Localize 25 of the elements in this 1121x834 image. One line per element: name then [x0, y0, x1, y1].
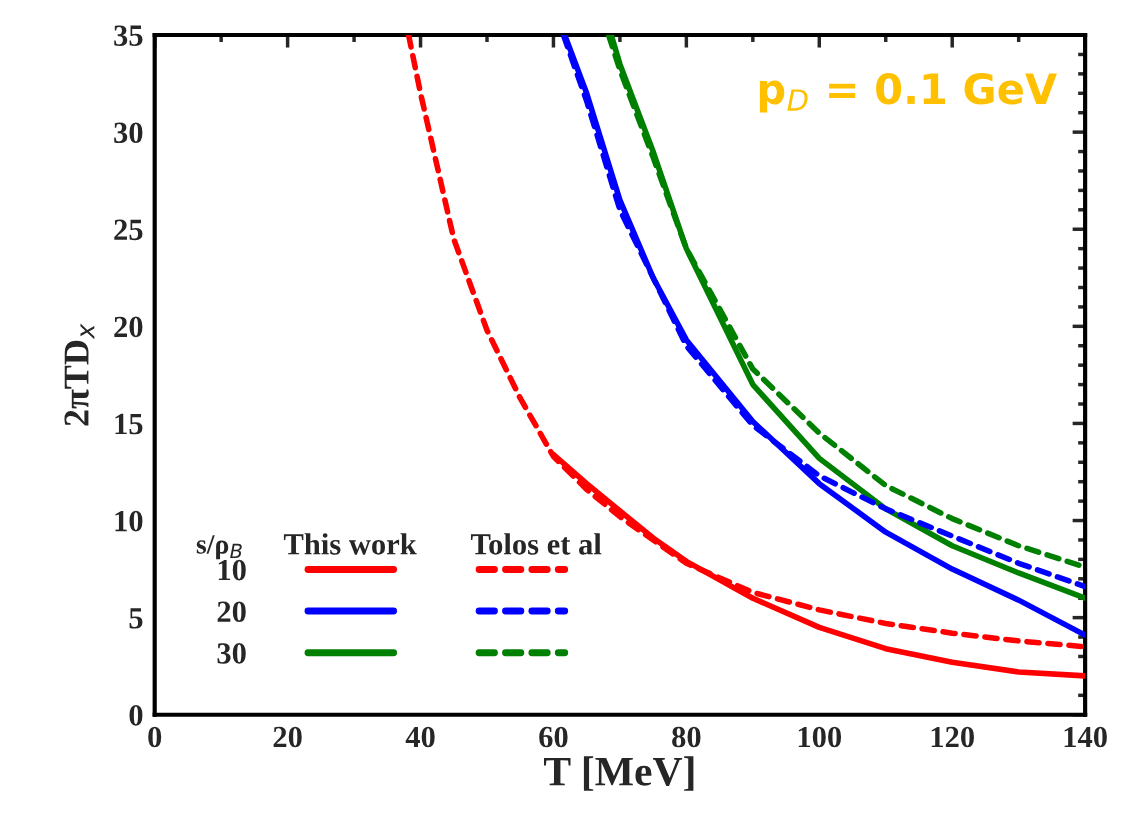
- legend-label: 30: [217, 643, 246, 664]
- y-tick-label: 30: [114, 122, 143, 144]
- x-tick-label: 80: [672, 726, 701, 748]
- y-tick-label: 10: [115, 510, 143, 532]
- y-tick-label: 15: [115, 413, 143, 435]
- x-tick-label: 140: [1064, 726, 1107, 748]
- y-tick-label: 0: [129, 705, 143, 726]
- annotation: This work: [283, 533, 417, 555]
- x-tick-label: 40: [405, 726, 435, 748]
- y-tick-label: 25: [114, 219, 143, 241]
- annotation: p$_{D}$ = 0.1 GeV: [759, 72, 1057, 113]
- y-axis-title: 2πTD$_{x}$: [64, 323, 95, 426]
- x-tick-label: 20: [273, 726, 302, 748]
- legend-label: 20: [217, 601, 246, 623]
- legend-label: 10: [218, 559, 246, 581]
- y-tick-label: 20: [114, 316, 143, 338]
- x-tick-label: 100: [798, 726, 842, 748]
- x-tick-label: 60: [539, 726, 568, 748]
- y-tick-label: 5: [129, 608, 143, 629]
- x-axis-title: T [MeV]: [543, 756, 694, 791]
- x-tick-label: 120: [931, 726, 974, 748]
- annotation: Tolos et al: [471, 533, 602, 555]
- legend-title: s/ρ$_{B}$: [196, 535, 242, 560]
- x-tick-label: 0: [148, 726, 162, 748]
- y-tick-label: 35: [114, 25, 143, 46]
